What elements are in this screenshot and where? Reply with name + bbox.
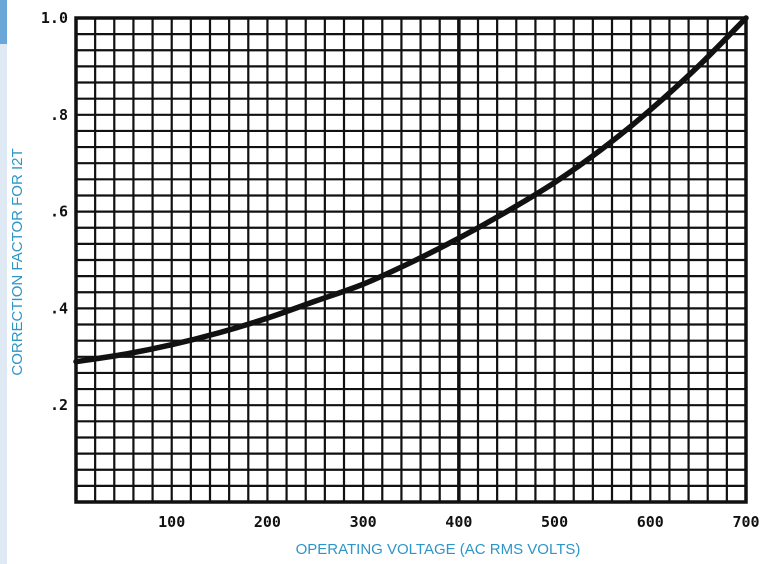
y-axis-title: CORRECTION FACTOR FOR I2T [9,148,26,375]
y-tick-label: .4 [50,299,68,317]
left-accent-bar [0,0,7,44]
x-tick-label: 700 [732,513,759,531]
x-axis-title: OPERATING VOLTAGE (AC RMS VOLTS) [296,541,581,558]
y-tick-label: .8 [50,106,68,124]
x-tick-label: 400 [445,513,472,531]
x-tick-label: 100 [158,513,185,531]
x-tick-label: 200 [254,513,281,531]
y-axis-ticks: .2 .4 .6 .8 1.0 [41,9,68,414]
y-tick-label: .2 [50,396,68,414]
x-tick-label: 600 [637,513,664,531]
x-axis-ticks: 100 200 300 400 500 600 700 [158,513,759,531]
left-side-panel [0,44,7,564]
y-tick-label: .6 [50,203,68,221]
data-series [73,15,749,365]
x-tick-label: 500 [541,513,568,531]
x-tick-label: 300 [350,513,377,531]
plot-frame [74,16,748,504]
plot-border [74,16,748,504]
grid [76,18,746,502]
y-tick-label: 1.0 [41,9,68,27]
series-line-0 [73,15,749,365]
